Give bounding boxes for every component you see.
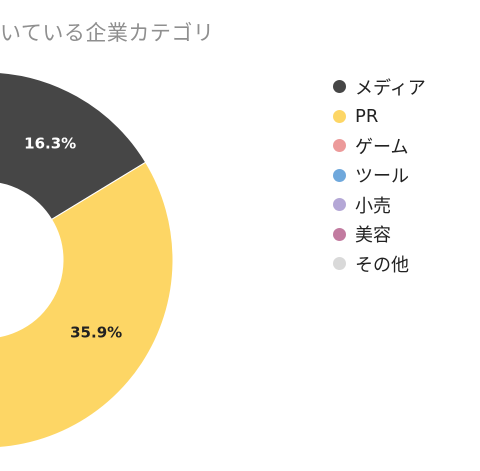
legend-swatch-2 bbox=[333, 139, 346, 153]
legend-swatch-6 bbox=[333, 257, 346, 271]
legend-item-0[interactable]: メディア bbox=[333, 72, 426, 102]
legend-swatch-0 bbox=[333, 80, 346, 94]
donut-slice-1 bbox=[0, 161, 174, 448]
chart-legend: メディア PR ゲームツール小売美容その他 bbox=[333, 72, 426, 279]
legend-label-0: メディア bbox=[355, 77, 426, 99]
legend-item-3[interactable]: ツール bbox=[333, 161, 426, 191]
donut-slice-0 bbox=[0, 72, 147, 221]
legend-label-1: PR bbox=[355, 105, 379, 127]
legend-swatch-4 bbox=[333, 198, 346, 212]
legend-label-4: 小売 bbox=[355, 195, 391, 217]
slice-value-label-0: 16.3% bbox=[24, 135, 76, 153]
legend-item-1[interactable]: PR bbox=[333, 102, 426, 132]
legend-swatch-1 bbox=[333, 109, 346, 123]
legend-label-3: ツール bbox=[355, 166, 409, 188]
legend-swatch-5 bbox=[333, 227, 346, 241]
slice-value-label-1: 35.9% bbox=[70, 324, 122, 342]
legend-item-5[interactable]: 美容 bbox=[333, 220, 426, 250]
legend-label-5: 美容 bbox=[355, 225, 391, 247]
legend-label-6: その他 bbox=[355, 254, 409, 276]
legend-item-4[interactable]: 小売 bbox=[333, 190, 426, 220]
chart-title: いている企業カテゴリ bbox=[0, 21, 215, 45]
legend-swatch-3 bbox=[333, 168, 346, 182]
legend-item-2[interactable]: ゲーム bbox=[333, 131, 426, 161]
legend-label-2: ゲーム bbox=[355, 136, 409, 158]
legend-item-6[interactable]: その他 bbox=[333, 249, 426, 279]
